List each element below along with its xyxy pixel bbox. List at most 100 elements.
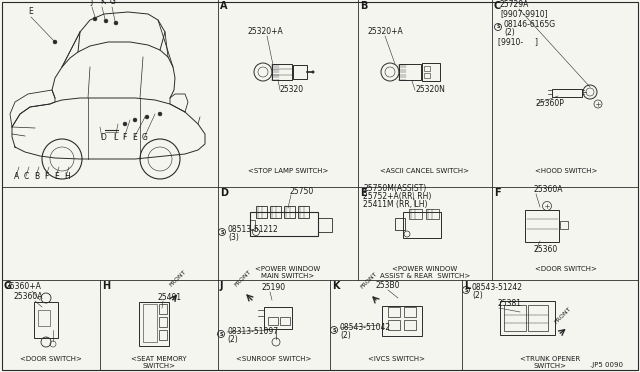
Text: FRONT: FRONT: [554, 306, 573, 325]
Bar: [159, 304, 167, 314]
Bar: [422, 63, 440, 81]
Bar: [552, 89, 582, 97]
Text: 25729A: 25729A: [500, 0, 529, 9]
Bar: [250, 220, 255, 230]
Text: F: F: [44, 172, 49, 181]
Bar: [560, 221, 568, 229]
Text: 25360: 25360: [534, 245, 558, 254]
Text: FRONT: FRONT: [234, 269, 253, 288]
Bar: [143, 304, 157, 342]
Bar: [404, 320, 416, 330]
Text: 25190: 25190: [262, 283, 286, 292]
Bar: [34, 302, 58, 338]
Text: 25320+A: 25320+A: [248, 27, 284, 36]
Circle shape: [133, 118, 137, 122]
Text: S: S: [464, 288, 468, 292]
Text: <HOOD SWITCH>: <HOOD SWITCH>: [535, 168, 597, 174]
Text: FRONT: FRONT: [169, 269, 188, 288]
Text: E: E: [54, 172, 59, 181]
Text: <POWER WINDOW: <POWER WINDOW: [392, 266, 458, 272]
Text: <POWER WINDOW: <POWER WINDOW: [255, 266, 321, 272]
Text: <SUNROOF SWITCH>: <SUNROOF SWITCH>: [236, 356, 312, 362]
Bar: [293, 65, 307, 79]
Bar: [256, 206, 267, 218]
Text: C: C: [494, 1, 501, 11]
Bar: [298, 206, 309, 218]
Text: D: D: [220, 188, 228, 198]
Text: <DOOR SWITCH>: <DOOR SWITCH>: [20, 356, 82, 362]
Text: 25750M(ASSIST): 25750M(ASSIST): [363, 184, 426, 193]
Text: FRONT: FRONT: [360, 271, 379, 290]
Text: K: K: [332, 281, 339, 291]
Text: S: S: [220, 230, 224, 234]
Text: S: S: [332, 327, 336, 333]
Bar: [318, 218, 332, 232]
Text: E: E: [28, 7, 33, 16]
Text: 25360A: 25360A: [534, 185, 563, 194]
Text: 25360P: 25360P: [536, 99, 565, 108]
Text: 25752+A(RR, RH): 25752+A(RR, RH): [363, 192, 431, 201]
Text: <SEAT MEMORY: <SEAT MEMORY: [131, 356, 187, 362]
Bar: [388, 307, 400, 317]
Bar: [404, 307, 416, 317]
Text: 25381: 25381: [497, 299, 521, 308]
Text: 08543-51042: 08543-51042: [340, 323, 391, 332]
Text: J: J: [220, 281, 223, 291]
Text: H: H: [102, 281, 110, 291]
Text: SWITCH>: SWITCH>: [143, 363, 175, 369]
Text: L: L: [464, 281, 470, 291]
Text: (2): (2): [340, 331, 351, 340]
Circle shape: [53, 40, 57, 44]
Text: 25491: 25491: [158, 293, 182, 302]
Circle shape: [158, 112, 162, 116]
Text: K: K: [100, 0, 105, 6]
Circle shape: [104, 19, 108, 23]
Bar: [38, 310, 50, 326]
Text: G: G: [4, 281, 12, 291]
Text: (2): (2): [227, 335, 237, 344]
Bar: [264, 307, 292, 329]
Text: [9907-9910]: [9907-9910]: [500, 9, 548, 18]
Text: [9910-     ]: [9910- ]: [498, 37, 538, 46]
Bar: [525, 210, 559, 242]
Bar: [403, 212, 441, 238]
Text: L: L: [113, 133, 117, 142]
Bar: [500, 301, 555, 335]
Bar: [159, 330, 167, 340]
Text: E: E: [360, 188, 367, 198]
Text: 08146-6165G: 08146-6165G: [504, 20, 556, 29]
Circle shape: [145, 115, 149, 119]
Bar: [504, 305, 526, 331]
Text: 08313-51097: 08313-51097: [227, 327, 278, 336]
Text: 25320: 25320: [280, 85, 304, 94]
Bar: [272, 64, 292, 80]
Text: 08513-51212: 08513-51212: [228, 225, 279, 234]
Text: 253B0: 253B0: [375, 281, 399, 290]
Bar: [159, 317, 167, 327]
Text: D: D: [100, 133, 106, 142]
Text: E: E: [132, 133, 137, 142]
Text: (2): (2): [504, 28, 515, 37]
Text: S: S: [496, 25, 500, 29]
Text: 25360+A: 25360+A: [6, 282, 42, 291]
Text: MAIN SWITCH>: MAIN SWITCH>: [261, 273, 315, 279]
Text: <STOP LAMP SWITCH>: <STOP LAMP SWITCH>: [248, 168, 328, 174]
Bar: [395, 218, 405, 230]
Text: G: G: [110, 0, 116, 6]
Bar: [139, 302, 169, 346]
Text: .JP5 0090: .JP5 0090: [590, 362, 623, 368]
Text: 25320+A: 25320+A: [368, 27, 404, 36]
Text: <ASCII CANCEL SWITCH>: <ASCII CANCEL SWITCH>: [381, 168, 470, 174]
Text: <DOOR SWITCH>: <DOOR SWITCH>: [535, 266, 597, 272]
Text: A: A: [220, 1, 227, 11]
Text: F: F: [494, 188, 500, 198]
Circle shape: [93, 17, 97, 21]
Bar: [382, 306, 422, 336]
Bar: [270, 206, 281, 218]
Text: F: F: [122, 133, 126, 142]
Circle shape: [123, 122, 127, 126]
Text: S: S: [220, 331, 223, 337]
Text: 25320N: 25320N: [415, 85, 445, 94]
Text: B: B: [360, 1, 367, 11]
Bar: [409, 209, 422, 219]
